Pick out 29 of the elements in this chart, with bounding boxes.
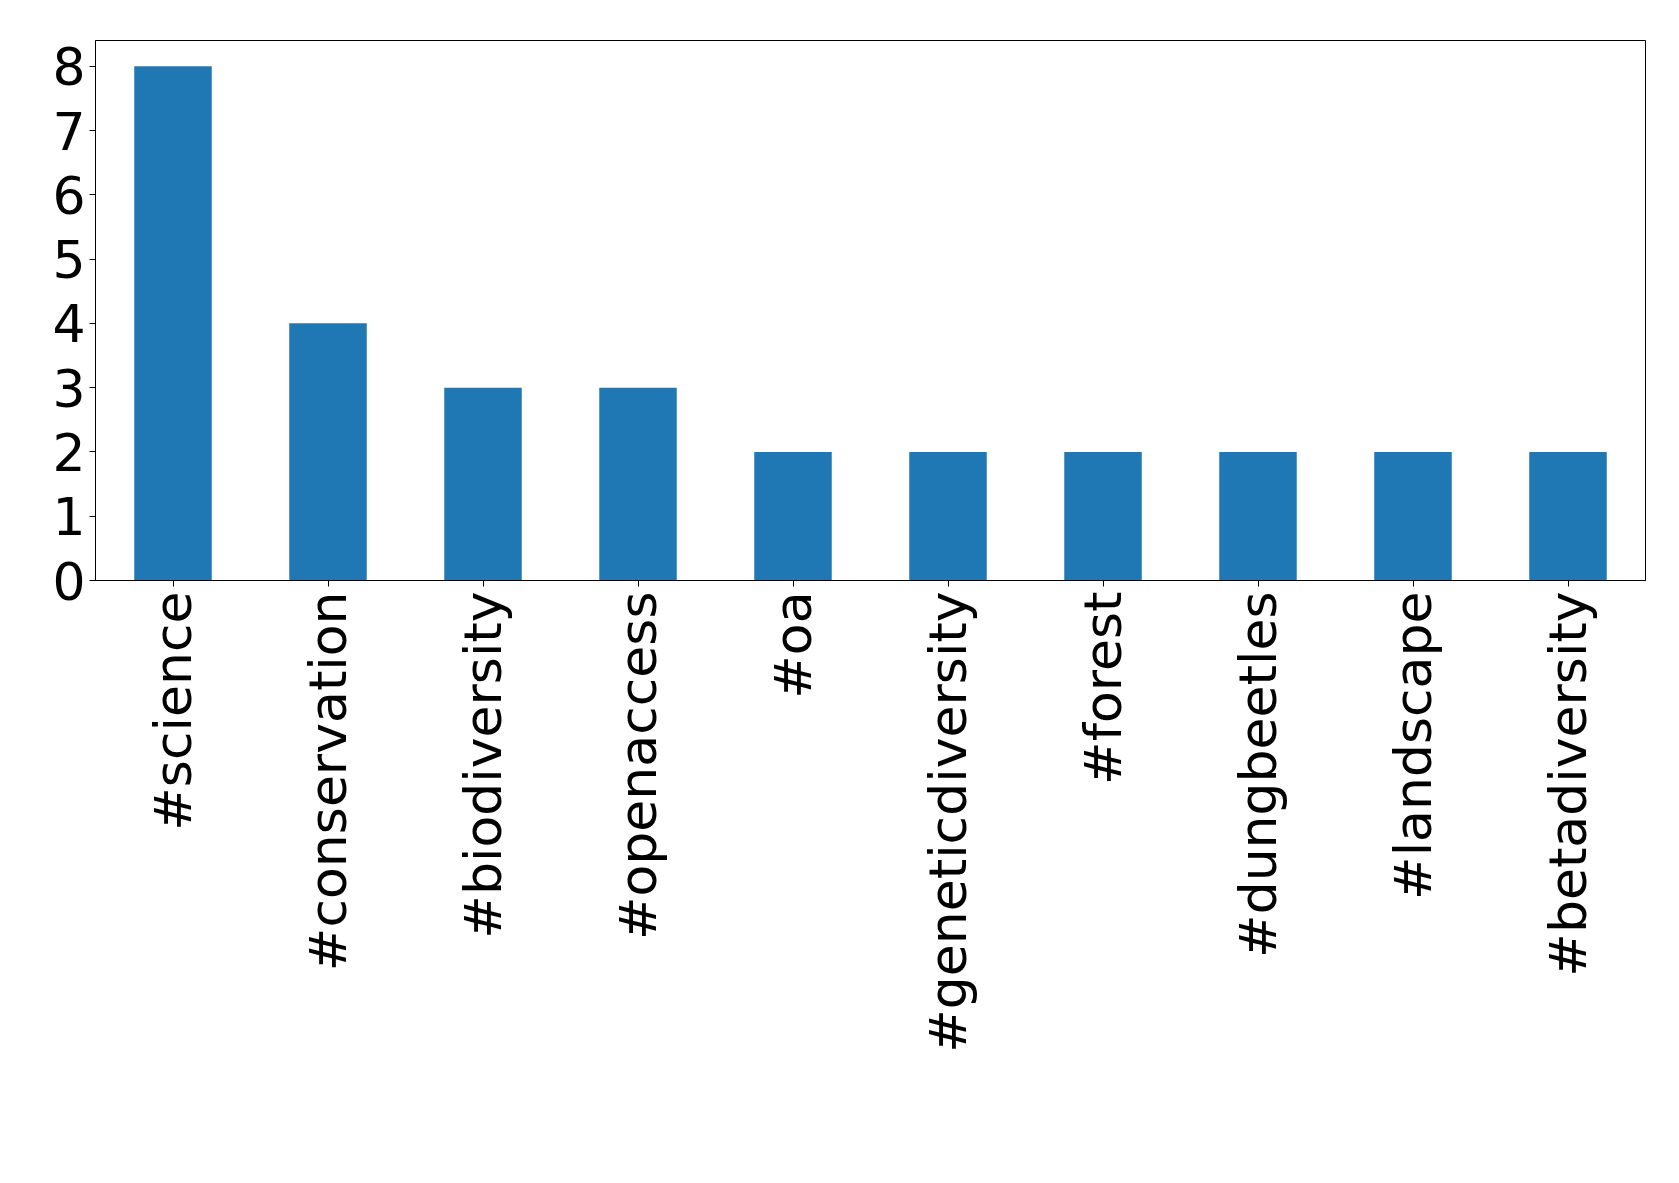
bar (289, 323, 367, 581)
x-tick-label: #oa (763, 591, 823, 699)
x-tick-label: #forest (1073, 591, 1133, 785)
y-tick-label: 7 (52, 101, 86, 162)
x-tick-label: #openaccess (608, 591, 668, 941)
y-tick-label: 3 (52, 358, 86, 419)
y-tick-label: 8 (52, 37, 86, 98)
bar (754, 451, 832, 581)
bar (1529, 451, 1607, 581)
x-tick-label: #dungbeetles (1228, 591, 1288, 958)
y-tick-label: 1 (52, 487, 86, 548)
bar (1064, 451, 1142, 581)
bar (134, 66, 212, 581)
x-tick-label: #biodiversity (453, 591, 513, 939)
x-tick-label: #landscape (1383, 591, 1443, 900)
x-tick-label: #betadiversity (1538, 591, 1598, 977)
y-tick-label: 0 (52, 551, 86, 612)
x-tick-label: #conservation (298, 591, 358, 972)
y-tick-label: 6 (52, 165, 86, 226)
y-tick-label: 2 (52, 422, 86, 483)
y-tick-label: 4 (52, 294, 86, 355)
y-tick-label: 5 (52, 230, 86, 291)
x-tick-label: #science (143, 591, 203, 831)
bar (444, 387, 522, 581)
bar (1219, 451, 1297, 581)
x-tick-label: #geneticdiversity (918, 591, 978, 1053)
bar (599, 387, 677, 581)
bar (909, 451, 987, 581)
bar (1374, 451, 1452, 581)
